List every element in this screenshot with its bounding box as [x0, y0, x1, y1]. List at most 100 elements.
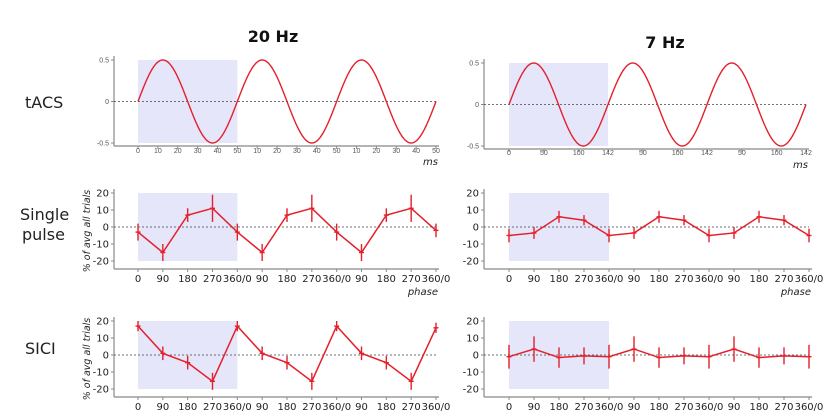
x-tick-label: 360/0 [595, 274, 624, 285]
x-tick-label: 50 [639, 150, 647, 157]
x-tick-label: 0 [506, 274, 512, 285]
x-tick-label: 90 [628, 274, 641, 285]
y-tick-label: 0.5 [99, 58, 109, 65]
sine-wave [508, 62, 807, 147]
y-tick-label: -10 [93, 368, 109, 379]
x-tick-label: 360/0 [795, 274, 824, 285]
x-tick-label: 0 [135, 274, 141, 285]
x-tick-label: 180 [549, 402, 568, 413]
y-tick-label: 20 [466, 317, 479, 328]
x-tick-label: 360/0 [795, 402, 824, 413]
x-tick-label: 180 [649, 274, 668, 285]
x-tick-label: 270 [402, 402, 421, 413]
x-tick-label: 90 [628, 402, 641, 413]
y-tick-label: -10 [463, 368, 479, 379]
x-tick-label: 30 [293, 148, 301, 155]
x-tick-label: 180 [749, 274, 768, 285]
x-tick-label: 180 [178, 274, 197, 285]
y-tick-label: 0 [103, 223, 109, 234]
column-title-7hz: 7 Hz [645, 33, 684, 52]
x-tick-label: 40 [214, 148, 222, 155]
x-axis-label: phase [407, 287, 438, 298]
y-tick-label: 20 [466, 189, 479, 200]
x-tick-label: 90 [156, 402, 169, 413]
x-tick-label: 10 [353, 148, 361, 155]
x-tick-label: 142 [800, 150, 812, 157]
x-tick-label: 360/0 [422, 274, 451, 285]
y-tick-label: 20 [96, 189, 109, 200]
x-tick-label: 180 [277, 402, 296, 413]
x-tick-label: 20 [373, 148, 381, 155]
x-tick-label: 50 [432, 148, 440, 155]
x-tick-label: 360/0 [695, 402, 724, 413]
chart-tacs_7hz: 0.5 0 -0.5 0 50 100 142 50 100 142 50 100 142 ms [467, 59, 812, 171]
x-tick-label: 30 [194, 148, 202, 155]
x-tick-label: 10 [154, 148, 162, 155]
x-tick-label: 90 [256, 402, 269, 413]
y-tick-label: -20 [93, 385, 109, 396]
column-title-20hz: 20 Hz [248, 27, 299, 46]
x-tick-label: 360/0 [223, 274, 252, 285]
y-tick-label: -20 [93, 257, 109, 268]
chart-tacs_20hz: 0.5 0 -0.5 0 10 20 30 40 50 10 20 30 40 50 10 20 30 40 50 m… [97, 56, 440, 168]
x-tick-label: 360/0 [322, 274, 351, 285]
x-tick-label: 30 [392, 148, 400, 155]
x-tick-label: 270 [674, 402, 693, 413]
x-tick-label: 360/0 [595, 402, 624, 413]
y-tick-label: -20 [463, 385, 479, 396]
x-tick-label: 360/0 [223, 402, 252, 413]
y-tick-label: 10 [466, 334, 479, 345]
y-tick-label: 0 [475, 102, 479, 109]
x-axis-label: ms [793, 160, 808, 171]
x-axis-label: ms [423, 157, 438, 168]
x-tick-label: 0 [135, 402, 141, 413]
x-tick-label: 270 [574, 274, 593, 285]
x-tick-label: 40 [313, 148, 321, 155]
y-tick-label: -0.5 [467, 144, 479, 151]
y-tick-label: 0 [473, 351, 479, 362]
y-tick-label: 10 [96, 334, 109, 345]
y-tick-label: 0 [103, 351, 109, 362]
x-tick-label: 90 [256, 274, 269, 285]
x-tick-label: 0 [507, 150, 511, 157]
x-tick-label: 270 [674, 274, 693, 285]
x-tick-label: 180 [178, 402, 197, 413]
x-tick-label: 90 [528, 402, 541, 413]
x-tick-label: 0 [136, 148, 140, 155]
x-tick-label: 50 [540, 150, 548, 157]
x-tick-label: 50 [333, 148, 341, 155]
y-tick-label: -20 [463, 257, 479, 268]
x-tick-label: 270 [574, 402, 593, 413]
x-tick-label: 100 [771, 150, 783, 157]
x-tick-label: 180 [749, 402, 768, 413]
x-tick-label: 270 [203, 274, 222, 285]
x-tick-label: 90 [355, 402, 368, 413]
x-tick-label: 360/0 [322, 402, 351, 413]
row-label-sici: SICI [25, 339, 56, 358]
x-tick-label: 180 [377, 274, 396, 285]
x-tick-label: 0 [506, 402, 512, 413]
x-tick-label: 20 [174, 148, 182, 155]
x-tick-label: 40 [412, 148, 420, 155]
x-tick-label: 270 [203, 402, 222, 413]
y-tick-label: 0 [473, 223, 479, 234]
x-tick-label: 270 [402, 274, 421, 285]
row-label-single-pulse-line2: pulse [22, 225, 65, 244]
x-tick-label: 270 [774, 402, 793, 413]
y-axis-label: % of avg all trials [82, 318, 93, 401]
x-tick-label: 50 [738, 150, 746, 157]
x-tick-label: 180 [377, 402, 396, 413]
x-tick-label: 270 [774, 274, 793, 285]
y-axis-label: % of avg all trials [82, 190, 93, 273]
y-tick-label: 10 [96, 206, 109, 217]
x-tick-label: 270 [302, 274, 321, 285]
row-label-tacs: tACS [25, 93, 63, 112]
y-tick-label: -10 [463, 240, 479, 251]
x-tick-label: 90 [156, 274, 169, 285]
x-tick-label: 100 [573, 150, 585, 157]
x-tick-label: 360/0 [695, 274, 724, 285]
